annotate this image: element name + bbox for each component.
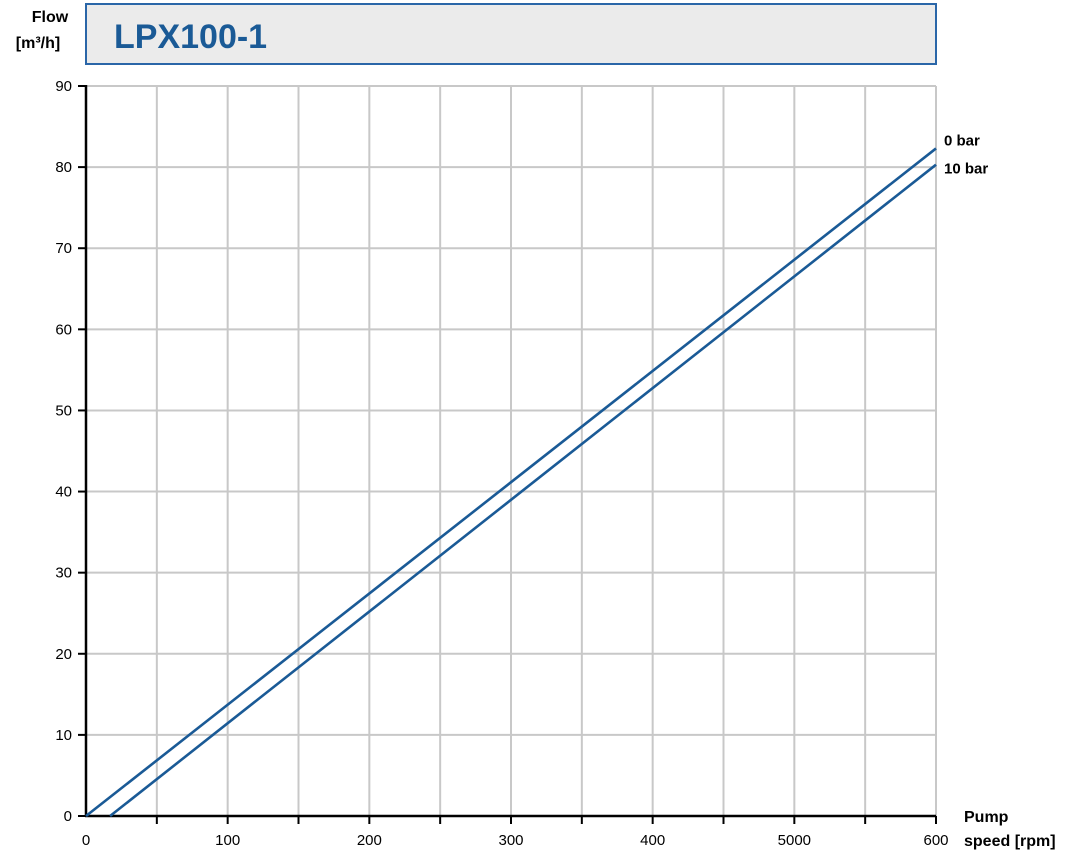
y-axis-title-line1: Flow: [32, 9, 69, 26]
y-tick-label: 10: [55, 727, 72, 744]
y-tick-label: 70: [55, 240, 72, 257]
series-line: [109, 163, 937, 818]
x-axis-title-line1: Pump: [964, 809, 1009, 826]
y-tick-label: 90: [55, 78, 72, 95]
y-tick-label: 50: [55, 402, 72, 419]
x-tick-label: 0: [82, 832, 90, 849]
y-axis-title-line2: [m³/h]: [16, 35, 60, 52]
x-tick-label: 5000: [778, 832, 811, 849]
grid: [86, 85, 937, 816]
y-tick-label: 30: [55, 565, 72, 582]
title-background: [85, 3, 937, 65]
x-tick-label: 200: [357, 832, 382, 849]
y-tick-label: 20: [55, 646, 72, 663]
series-line: [85, 147, 937, 818]
x-tick-label: 300: [498, 832, 523, 849]
x-axis-title-line2: speed [rpm]: [964, 833, 1056, 850]
y-tick-label: 40: [55, 484, 72, 501]
y-tick-label: 80: [55, 159, 72, 176]
y-tick-label: 0: [64, 808, 72, 825]
x-tick-label: 100: [215, 832, 240, 849]
series-label: 10 bar: [944, 161, 988, 178]
tick-labels: 0 10 20 30 40 50 60 70 80 90 0 100 200 300 400 5000 600 0…: [55, 78, 988, 849]
axes: [78, 85, 937, 824]
x-tick-label: 600: [923, 832, 948, 849]
title-box: LPX100-1: [85, 3, 937, 65]
series-label: 0 bar: [944, 132, 980, 149]
y-tick-label: 60: [55, 321, 72, 338]
chart-title: LPX100-1: [114, 18, 267, 56]
x-tick-label: 400: [640, 832, 665, 849]
series: [85, 147, 937, 818]
